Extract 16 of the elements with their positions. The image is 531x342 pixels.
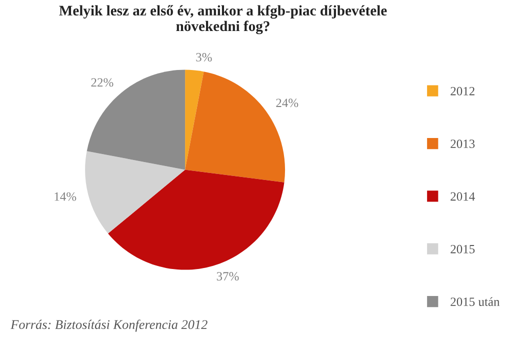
data-label: 37% xyxy=(216,272,239,281)
pie-slice xyxy=(185,70,204,170)
legend-label: 2014 xyxy=(450,192,475,201)
pie-slice xyxy=(86,70,186,170)
pie-slice xyxy=(108,170,284,270)
legend-label: 2015 után xyxy=(450,297,500,306)
chart-title: Melyik lesz az első év, amikor a kfgb-piac díjbevétele növekedni fog? xyxy=(59,5,387,34)
data-label: 24% xyxy=(276,98,298,108)
data-label: 3% xyxy=(196,52,212,62)
legend-label: 2015 xyxy=(450,244,475,254)
data-label: 14% xyxy=(54,192,76,201)
data-label: 22% xyxy=(91,78,114,87)
legend-label: 2013 xyxy=(450,140,475,148)
text: Forrás: Biztosítási Konferencia 2012 xyxy=(10,320,208,332)
pie-slice xyxy=(85,151,186,234)
legend-label: 2012 xyxy=(450,86,474,96)
